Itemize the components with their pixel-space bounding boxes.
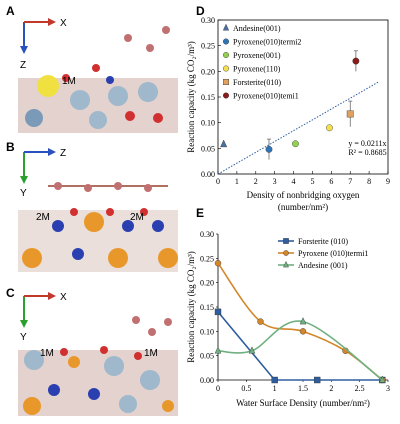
molecule-panel-a: X Z 1M <box>18 8 178 133</box>
chart-e-point <box>214 308 222 316</box>
chart-e-xtick-label: 3 <box>386 384 390 393</box>
chart-e-legend-marker <box>283 238 289 244</box>
chart-d-legend-marker <box>223 38 230 45</box>
chart-e-legend-label: Pyroxene (010)termi1 <box>298 249 368 258</box>
chart-d-ytick-label: 0.30 <box>201 16 215 25</box>
chart-d-ytick-label: 0.15 <box>201 93 215 102</box>
molecule-label-c-1: 1M <box>40 348 54 359</box>
chart-d-legend-label: Pyroxene(110) <box>233 65 281 74</box>
chart-e-series-line <box>217 311 383 381</box>
chart-d-xtick-label: 7 <box>348 177 352 186</box>
chart-e-point <box>214 346 222 354</box>
chart-e-ylabel: Reaction capacity (kg CO₂/m³) <box>186 251 196 363</box>
molecule-render-c: X Y 1M 1M <box>18 292 178 416</box>
chart-e-ytick-label: 0.20 <box>200 279 214 288</box>
chart-d-legend-marker <box>223 92 230 99</box>
chart-e-xlabel: Water Surface Density (number/nm²) <box>236 398 370 408</box>
chart-d-legend-marker <box>223 52 230 59</box>
chart-e-ytick-label: 0.10 <box>200 327 214 336</box>
chart-e-point <box>299 317 307 325</box>
chart-e-xtick-label: 1.5 <box>298 384 308 393</box>
chart-e-legend-marker <box>283 260 289 268</box>
chart-e-ytick-label: 0.05 <box>200 352 214 361</box>
molecule-panel-b: Z Y 2M 2M <box>18 146 178 272</box>
chart-e-xtick-label: 2.5 <box>355 384 365 393</box>
chart-e-point <box>257 318 264 325</box>
panel-letter-a: A <box>6 4 15 18</box>
chart-d-point <box>352 57 360 65</box>
chart-e-ytick-label: 0.30 <box>200 230 214 239</box>
molecule-render-a: X Z 1M <box>18 18 178 133</box>
chart-e-ytick-label: 0.00 <box>200 376 214 385</box>
chart-d-xtick-label: 0 <box>216 177 220 186</box>
chart-d-fit-line <box>217 81 379 175</box>
axis-label-c-h: X <box>60 292 67 303</box>
chart-d-legend-label: Andesine(001) <box>233 24 281 33</box>
chart-d-xtick-label: 3 <box>273 177 277 186</box>
molecule-label-b-1: 2M <box>36 212 50 223</box>
chart-d-xtick-label: 2 <box>254 177 258 186</box>
chart-e-point <box>248 346 256 354</box>
chart-d-fit-equation: y = 0.0211x <box>348 139 386 148</box>
chart-e-point <box>379 375 386 383</box>
chart-e-legend-label: Forsterite (010) <box>298 237 348 246</box>
chart-d-ytick-label: 0.20 <box>201 67 215 76</box>
axis-label-c-v: Y <box>20 332 27 343</box>
chart-d-point <box>220 139 228 148</box>
chart-d-legend-label: Pyroxene(010)termi2 <box>233 38 301 47</box>
panel-letter-d: D <box>196 4 205 18</box>
chart-d-xtick-label: 9 <box>386 177 390 186</box>
chart-d-xtick-label: 8 <box>367 177 371 186</box>
chart-e-legend-label: Andesine (001) <box>298 261 348 270</box>
panel-letter-b: B <box>6 140 15 154</box>
axis-label-b-v: Y <box>20 188 27 199</box>
chart-d-point <box>265 145 273 153</box>
chart-e-ytick-label: 0.15 <box>200 303 214 312</box>
chart-d-point <box>346 110 354 118</box>
chart-d-xtick-label: 4 <box>292 177 296 186</box>
molecule-label-c-2: 1M <box>144 348 158 359</box>
chart-d: 0.00 0.05 0.10 0.15 0.20 0.25 0.30 0 1 2 3 4 5 6 7 8 9 y … <box>186 16 390 212</box>
chart-d-xlabel-line1: Density of nonbridging oxygen <box>247 190 360 200</box>
chart-e-point <box>214 260 222 267</box>
chart-d-xtick-label: 5 <box>310 177 314 186</box>
panel-letter-e: E <box>196 206 205 220</box>
chart-e-xtick-label: 1 <box>273 384 277 393</box>
chart-e-ytick-label: 0.25 <box>200 254 214 263</box>
molecule-render-b: Z Y 2M 2M <box>18 148 178 272</box>
molecule-label-a: 1M <box>62 76 76 87</box>
chart-d-ytick-label: 0.25 <box>201 42 215 51</box>
chart-d-ytick-label: 0.05 <box>201 144 215 153</box>
chart-d-legend-label: Pyroxene(010)temi1 <box>233 92 299 101</box>
axis-label-a-v: Z <box>20 60 26 71</box>
axis-label-a-h: X <box>60 18 67 29</box>
chart-d-legend-marker <box>222 23 230 31</box>
chart-d-xtick-label: 1 <box>235 177 239 186</box>
chart-e-xtick-label: 0.5 <box>241 384 251 393</box>
chart-e-point <box>313 376 321 384</box>
chart-d-legend-marker <box>223 65 230 72</box>
chart-e-series-line <box>217 320 383 381</box>
chart-d-point <box>292 140 299 148</box>
chart-d-ylabel: Reaction capacity (kg CO₂/m³) <box>186 41 196 153</box>
molecule-label-b-2: 2M <box>130 212 144 223</box>
chart-d-legend-marker <box>223 78 230 85</box>
chart-d-xlabel-line2: (number/nm²) <box>278 202 328 212</box>
molecule-panel-c: X Y 1M 1M <box>18 290 178 416</box>
chart-d-legend-label: Forsterite(010) <box>233 78 281 87</box>
chart-d-fit-r2: R² = 0.8685 <box>348 148 386 157</box>
chart-e-point <box>299 328 307 335</box>
chart-e-legend-marker <box>283 250 289 256</box>
chart-e: 0.00 0.05 0.10 0.15 0.20 0.25 0.30 0 0.5 1 1.5 2 2.5… <box>186 230 390 408</box>
chart-e-point <box>271 376 278 384</box>
chart-d-ytick-label: 0.10 <box>201 119 215 128</box>
chart-d-point <box>326 124 333 132</box>
chart-e-xtick-label: 2 <box>329 384 333 393</box>
panel-letter-c: C <box>6 286 15 300</box>
chart-d-xtick-label: 6 <box>329 177 333 186</box>
axis-label-b-h: Z <box>60 148 66 159</box>
chart-d-ytick-label: 0.00 <box>201 170 215 179</box>
chart-e-xtick-label: 0 <box>216 384 220 393</box>
chart-d-legend-label: Pyroxene(001) <box>233 51 281 60</box>
